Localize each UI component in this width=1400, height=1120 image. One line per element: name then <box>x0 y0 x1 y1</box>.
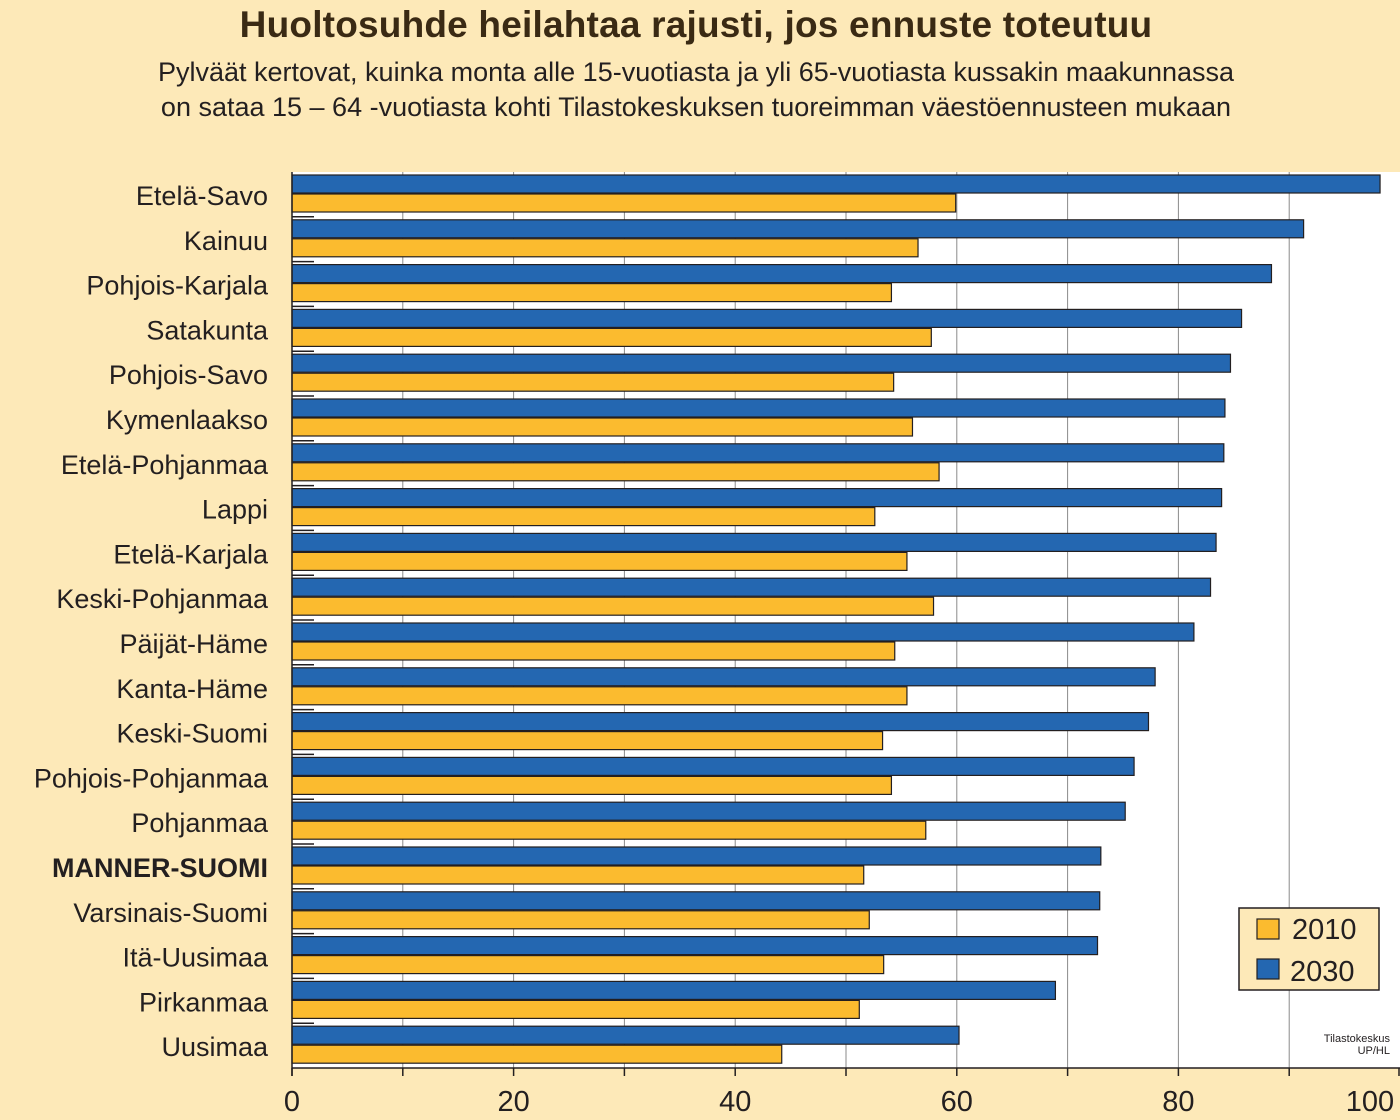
bar-2010 <box>291 193 957 213</box>
category-labels: Etelä-Savo Kainuu Pohjois-Karjala Satakunta… <box>34 181 269 1062</box>
bar-2010 <box>291 775 893 796</box>
x-axis: 0 20 40 60 80 100 <box>284 172 1400 1118</box>
source-credit: Tilastokeskus UP/HL <box>1324 1033 1390 1057</box>
category-label: Päijät-Häme <box>119 629 268 659</box>
x-tick-label: 60 <box>941 1086 973 1118</box>
category-label: Satakunta <box>146 315 269 345</box>
category-label: Pohjanmaa <box>131 808 269 838</box>
category-label: Pohjois-Pohjanmaa <box>34 763 269 793</box>
x-tick-label: 20 <box>497 1086 529 1118</box>
chart-title: Huoltosuhde heilahtaa rajusti, jos ennus… <box>239 4 1153 45</box>
chart-subtitle: Pylväät kertovat, kuinka monta alle 15-v… <box>157 57 1235 122</box>
bar-2010 <box>291 1044 783 1064</box>
bar-2030 <box>291 667 1156 687</box>
category-label: Kainuu <box>184 226 268 256</box>
bar-2010 <box>291 730 884 751</box>
bar-2030 <box>291 622 1195 642</box>
bar-2010 <box>291 999 860 1020</box>
category-label: Pirkanmaa <box>139 987 269 1017</box>
category-label: Itä-Uusimaa <box>122 943 269 973</box>
bar-2030 <box>291 980 1057 1001</box>
bar-2030 <box>291 577 1212 597</box>
bar-2030 <box>291 398 1226 418</box>
source-line-initials: UP/HL <box>1357 1045 1390 1057</box>
category-label: Varsinais-Suomi <box>73 898 268 928</box>
category-label: Etelä-Pohjanmaa <box>61 450 269 480</box>
bar-2030 <box>291 711 1150 732</box>
bar-2010 <box>291 417 914 437</box>
legend: 2010 2030 <box>1238 907 1380 991</box>
category-label: Keski-Suomi <box>116 719 268 749</box>
category-label: Pohjois-Savo <box>109 360 268 390</box>
x-tick-label: 0 <box>284 1086 300 1118</box>
bar-2030 <box>291 935 1099 956</box>
bar-2010 <box>291 462 940 482</box>
bar-2010 <box>291 507 876 527</box>
bar-2030 <box>291 846 1102 866</box>
legend-swatch-2030 <box>1256 958 1280 980</box>
category-label: Kymenlaakso <box>106 405 268 435</box>
bar-2010 <box>291 910 870 930</box>
bar-2010 <box>291 641 896 661</box>
legend-swatch-2010 <box>1256 918 1280 940</box>
bar-2010 <box>291 954 885 975</box>
bar-2030 <box>291 353 1232 373</box>
x-tick-label: 80 <box>1162 1086 1194 1118</box>
bar-2030 <box>291 532 1217 553</box>
bar-2010 <box>291 865 865 885</box>
category-label: MANNER-SUOMI <box>52 853 268 883</box>
category-label: Kanta-Häme <box>116 674 268 704</box>
bar-2030 <box>291 443 1225 463</box>
category-label: Uusimaa <box>161 1032 269 1062</box>
bar-2030 <box>291 174 1381 194</box>
bar-2010 <box>291 686 908 706</box>
bar-2010 <box>291 372 895 392</box>
legend-label-2010: 2010 <box>1292 914 1357 946</box>
bar-2010 <box>291 596 935 616</box>
category-label: Etelä-Savo <box>136 181 268 211</box>
bar-2030 <box>291 264 1273 284</box>
bar-2030 <box>291 219 1305 239</box>
category-label: Lappi <box>202 495 268 525</box>
x-tick-label: 40 <box>719 1086 751 1118</box>
legend-label-2030: 2030 <box>1290 956 1355 988</box>
bar-2010 <box>291 551 908 572</box>
x-tick-label: 100 <box>1346 1086 1394 1118</box>
source-line-organization: Tilastokeskus <box>1323 1033 1390 1045</box>
category-label: Keski-Pohjanmaa <box>56 584 269 614</box>
bar-2030 <box>291 488 1223 508</box>
bar-2010 <box>291 283 893 303</box>
bar-2010 <box>291 238 919 258</box>
bar-2030 <box>291 308 1243 328</box>
bar-2030 <box>291 801 1126 821</box>
category-label: Pohjois-Karjala <box>86 271 269 301</box>
category-label: Etelä-Karjala <box>113 539 269 569</box>
bar-2010 <box>291 820 927 840</box>
bar-2030 <box>291 891 1101 911</box>
bar-2030 <box>291 756 1135 777</box>
bar-2030 <box>291 1025 960 1045</box>
bar-2010 <box>291 327 932 347</box>
